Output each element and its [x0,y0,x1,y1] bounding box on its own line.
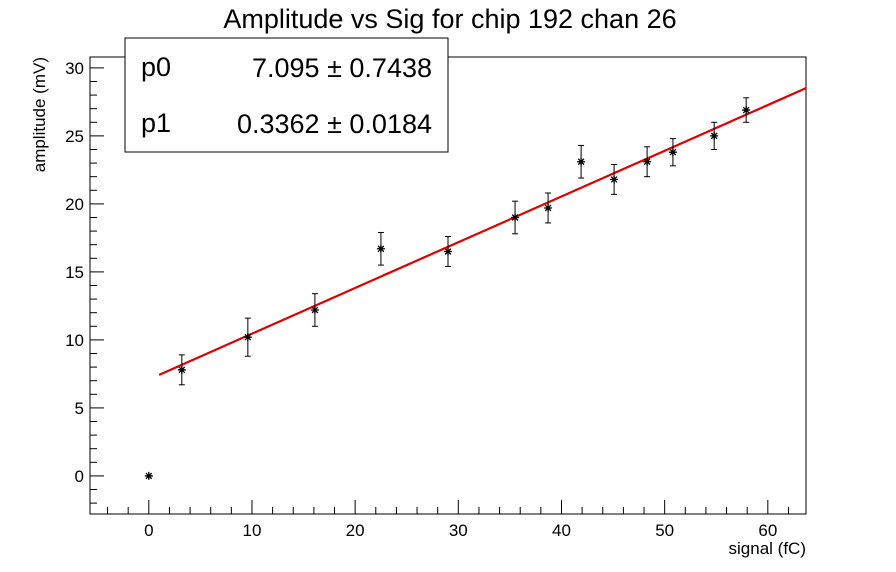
star-marker [310,305,319,314]
star-marker [144,471,153,480]
x-tick-label: 30 [449,521,468,540]
plus-minus-sign: ± [320,109,350,139]
plus-minus-sign: ± [320,53,350,83]
y-axis: 0 5 10 15 20 25 30 [65,59,104,504]
star-marker [710,131,719,140]
x-axis: 0 10 20 30 40 50 60 [107,500,789,540]
star-marker [376,244,385,253]
data-point [444,236,452,267]
x-tick-label: 60 [758,521,777,540]
y-tick-label: 25 [65,127,84,146]
stat-p1-error: 0.0184 [349,109,432,139]
y-tick-label: 10 [65,331,84,350]
data-point [310,293,319,327]
y-tick-label: 30 [65,59,84,78]
y-axis-title: amplitude (mV) [30,57,49,172]
data-point [668,138,677,167]
stat-p1-name: p1 [141,108,171,138]
star-marker [742,106,751,115]
star-marker [668,148,677,157]
data-point [544,192,553,224]
data-point [243,317,252,357]
x-tick-label: 20 [346,521,365,540]
star-marker [577,157,586,166]
y-tick-label: 0 [75,467,84,486]
fit-stats-box-frame [124,37,449,153]
y-tick-label: 15 [65,263,84,282]
star-marker [610,175,619,184]
stat-row-p0: p0 7.095 ± 0.7438 [141,52,432,83]
x-tick-label: 50 [655,521,674,540]
x-tick-label: 40 [552,521,571,540]
data-point [643,146,652,178]
x-tick-label: 10 [243,521,262,540]
fit-layer [158,87,807,376]
star-marker [511,213,520,222]
star-marker [177,365,186,374]
stat-p1-estimate: 0.3362 [237,109,320,139]
stat-p0-estimate: 7.095 [252,53,320,83]
data-point [742,97,751,123]
star-marker [544,203,553,212]
data-point [577,144,586,179]
y-tick-label: 5 [75,399,84,418]
stat-p0-error: 0.7438 [349,53,432,83]
x-tick-label: 0 [144,521,153,540]
stat-p0-value: 7.095 ± 0.7438 [252,53,432,83]
data-point [610,163,619,195]
fit-stats-box: p0 7.095 ± 0.7438 p1 0.3362 ± 0.0184 [124,37,449,153]
star-marker [243,333,252,342]
data-points [144,97,751,480]
data-point [144,471,153,480]
y-tick-label: 20 [65,195,84,214]
stat-p0-name: p0 [141,52,171,82]
star-marker [444,247,452,256]
data-point [511,200,520,235]
data-point [177,354,186,386]
data-point [376,231,385,266]
x-axis-title: signal (fC) [729,539,806,558]
stat-row-p1: p1 0.3362 ± 0.0184 [141,108,432,139]
data-point [710,121,719,150]
stat-p1-value: 0.3362 ± 0.0184 [237,109,432,139]
chart-title: Amplitude vs Sig for chip 192 chan 26 [223,4,676,34]
fit-line [158,87,807,376]
star-marker [643,157,652,166]
